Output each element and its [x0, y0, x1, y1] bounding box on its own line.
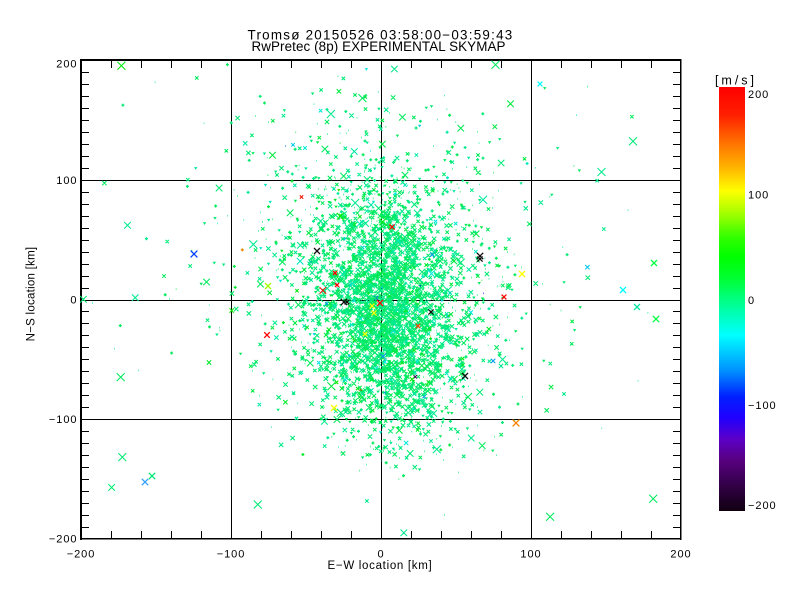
svg-text:−100: −100 [748, 400, 777, 412]
svg-text:200: 200 [670, 549, 691, 561]
svg-text:−100: −100 [217, 549, 246, 561]
svg-text:Tromsø 20150526 03:58:00−03:59: Tromsø 20150526 03:58:00−03:59:43 [248, 28, 514, 43]
svg-text:E−W location [km]: E−W location [km] [328, 560, 433, 572]
svg-text:0: 0 [748, 295, 755, 307]
svg-text:100: 100 [56, 175, 77, 187]
svg-text:N−S location [km]: N−S location [km] [26, 247, 38, 342]
svg-text:−100: −100 [49, 414, 78, 426]
svg-text:100: 100 [748, 190, 769, 202]
svg-text:−200: −200 [49, 534, 78, 546]
svg-text:200: 200 [748, 89, 769, 101]
svg-text:0: 0 [377, 549, 384, 561]
svg-text:−200: −200 [748, 500, 777, 512]
svg-text:0: 0 [70, 295, 77, 307]
svg-text:100: 100 [520, 549, 541, 561]
svg-text:−200: −200 [67, 549, 96, 561]
svg-text:200: 200 [56, 59, 77, 71]
svg-text:RwPretec (8p) EXPERIMENTAL SKY: RwPretec (8p) EXPERIMENTAL SKYMAP [251, 39, 505, 54]
svg-text:[m/s]: [m/s] [715, 74, 757, 88]
